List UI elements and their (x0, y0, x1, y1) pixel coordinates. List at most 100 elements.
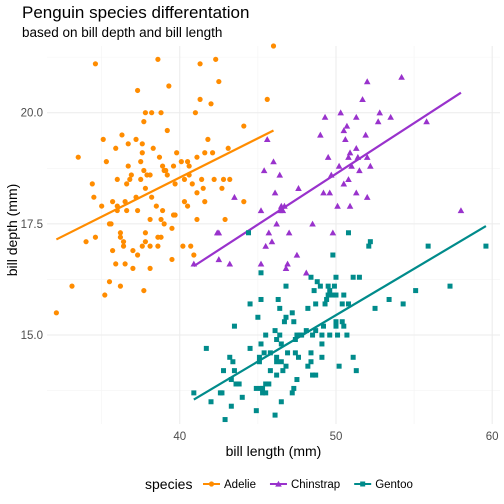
gentoo-point (289, 310, 295, 316)
gentoo-point (227, 354, 233, 360)
legend-label-chinstrap: Chinstrap (291, 479, 340, 491)
adelie-point (166, 83, 172, 89)
gentoo-point (372, 305, 378, 311)
y-tick-label: 20.0 (21, 108, 43, 120)
adelie-point (120, 239, 127, 245)
adelie-point (139, 243, 145, 249)
gentoo-point (299, 332, 305, 338)
adelie-point (155, 56, 161, 62)
chinstrap-point (329, 229, 337, 236)
chinstrap-point (324, 153, 332, 160)
adelie-point (138, 159, 144, 165)
adelie-point (209, 150, 216, 156)
adelie-point (114, 176, 120, 183)
gentoo-point (331, 283, 337, 289)
gentoo-point (345, 301, 351, 307)
adelie-point (199, 176, 205, 183)
adelie-point (110, 199, 116, 205)
gentoo-point (400, 301, 406, 307)
gentoo-point (305, 305, 311, 311)
gentoo-point (335, 332, 341, 338)
gentoo-point (308, 274, 314, 280)
adelie-point (92, 61, 99, 67)
chinstrap-point (348, 162, 355, 169)
gentoo-point (350, 354, 356, 360)
x-axis-title: bill length (mm) (226, 443, 322, 459)
gentoo-point (310, 332, 316, 338)
adelie-point (170, 163, 177, 169)
gentoo-point (274, 354, 280, 360)
gentoo-point (413, 288, 419, 294)
x-tick-label: 60 (486, 431, 499, 443)
chinstrap-point (337, 109, 344, 116)
legend-item-chinstrap: Chinstrap (269, 479, 340, 491)
grid-lines (47, 46, 500, 424)
gentoo-point (247, 301, 253, 307)
chinstrap-point (231, 193, 238, 200)
chinstrap-point (276, 171, 284, 178)
adelie-point (92, 234, 99, 240)
adelie-point (186, 172, 192, 178)
chinstrap-trend-line (193, 91, 462, 268)
gentoo-point (239, 394, 245, 400)
chinstrap-point (374, 118, 382, 125)
chinstrap-point (303, 269, 310, 276)
gentoo-point (222, 417, 228, 423)
gentoo-point (339, 301, 345, 307)
adelie-point (135, 207, 141, 214)
chinstrap-point (345, 176, 352, 183)
adelie-point (200, 185, 206, 191)
gentoo-point (278, 359, 284, 365)
adelie-point (213, 56, 219, 62)
gentoo-point (333, 323, 339, 329)
adelie-point (142, 230, 149, 236)
adelie-point (222, 216, 228, 223)
adelie-point (108, 221, 114, 227)
chinstrap-point (282, 265, 290, 271)
gentoo-point (263, 381, 269, 387)
adelie-point (264, 96, 270, 102)
adelie-point (147, 243, 153, 249)
adelie-point (208, 101, 214, 107)
gentoo-point (425, 243, 431, 249)
chinstrap-point (285, 229, 293, 236)
gentoo-point (267, 368, 273, 374)
gentoo-point (341, 292, 347, 298)
gentoo-point (272, 328, 278, 334)
gentoo-point (305, 363, 311, 369)
gentoo-point (294, 377, 300, 383)
adelie-point (120, 243, 127, 249)
adelie-point (127, 176, 133, 183)
chinstrap-point (279, 207, 287, 214)
gentoo-point (246, 230, 252, 236)
adelie-point (125, 163, 131, 169)
legend: species Adelie Chinstrap Gentoo (145, 476, 413, 492)
adelie-point (124, 207, 130, 214)
adelie-point (181, 199, 188, 205)
adelie-point (192, 110, 198, 116)
chinstrap-point (376, 109, 384, 116)
adelie-point (135, 87, 141, 94)
adelie-point (178, 159, 184, 165)
gentoo-point (339, 319, 345, 325)
x-tick-label: 40 (173, 431, 186, 443)
adelie-point (147, 265, 153, 271)
adelie-point (142, 239, 149, 245)
chinstrap-point (271, 189, 279, 196)
chinstrap-point (327, 171, 335, 178)
chinstrap-point (335, 162, 343, 169)
adelie-point (119, 132, 125, 138)
legend-item-gentoo: Gentoo (354, 479, 413, 491)
chinstrap-point (346, 149, 354, 156)
gentoo-point (277, 305, 283, 311)
adelie-point (135, 252, 141, 258)
data-points (53, 43, 489, 423)
adelie-point (158, 234, 164, 240)
chinstrap-point (263, 136, 271, 143)
chinstrap-point (284, 260, 291, 267)
adelie-point (205, 136, 211, 142)
adelie-point (149, 110, 155, 116)
gentoo-point (333, 292, 339, 298)
gentoo-point (283, 363, 289, 369)
trend-lines (55, 91, 487, 401)
